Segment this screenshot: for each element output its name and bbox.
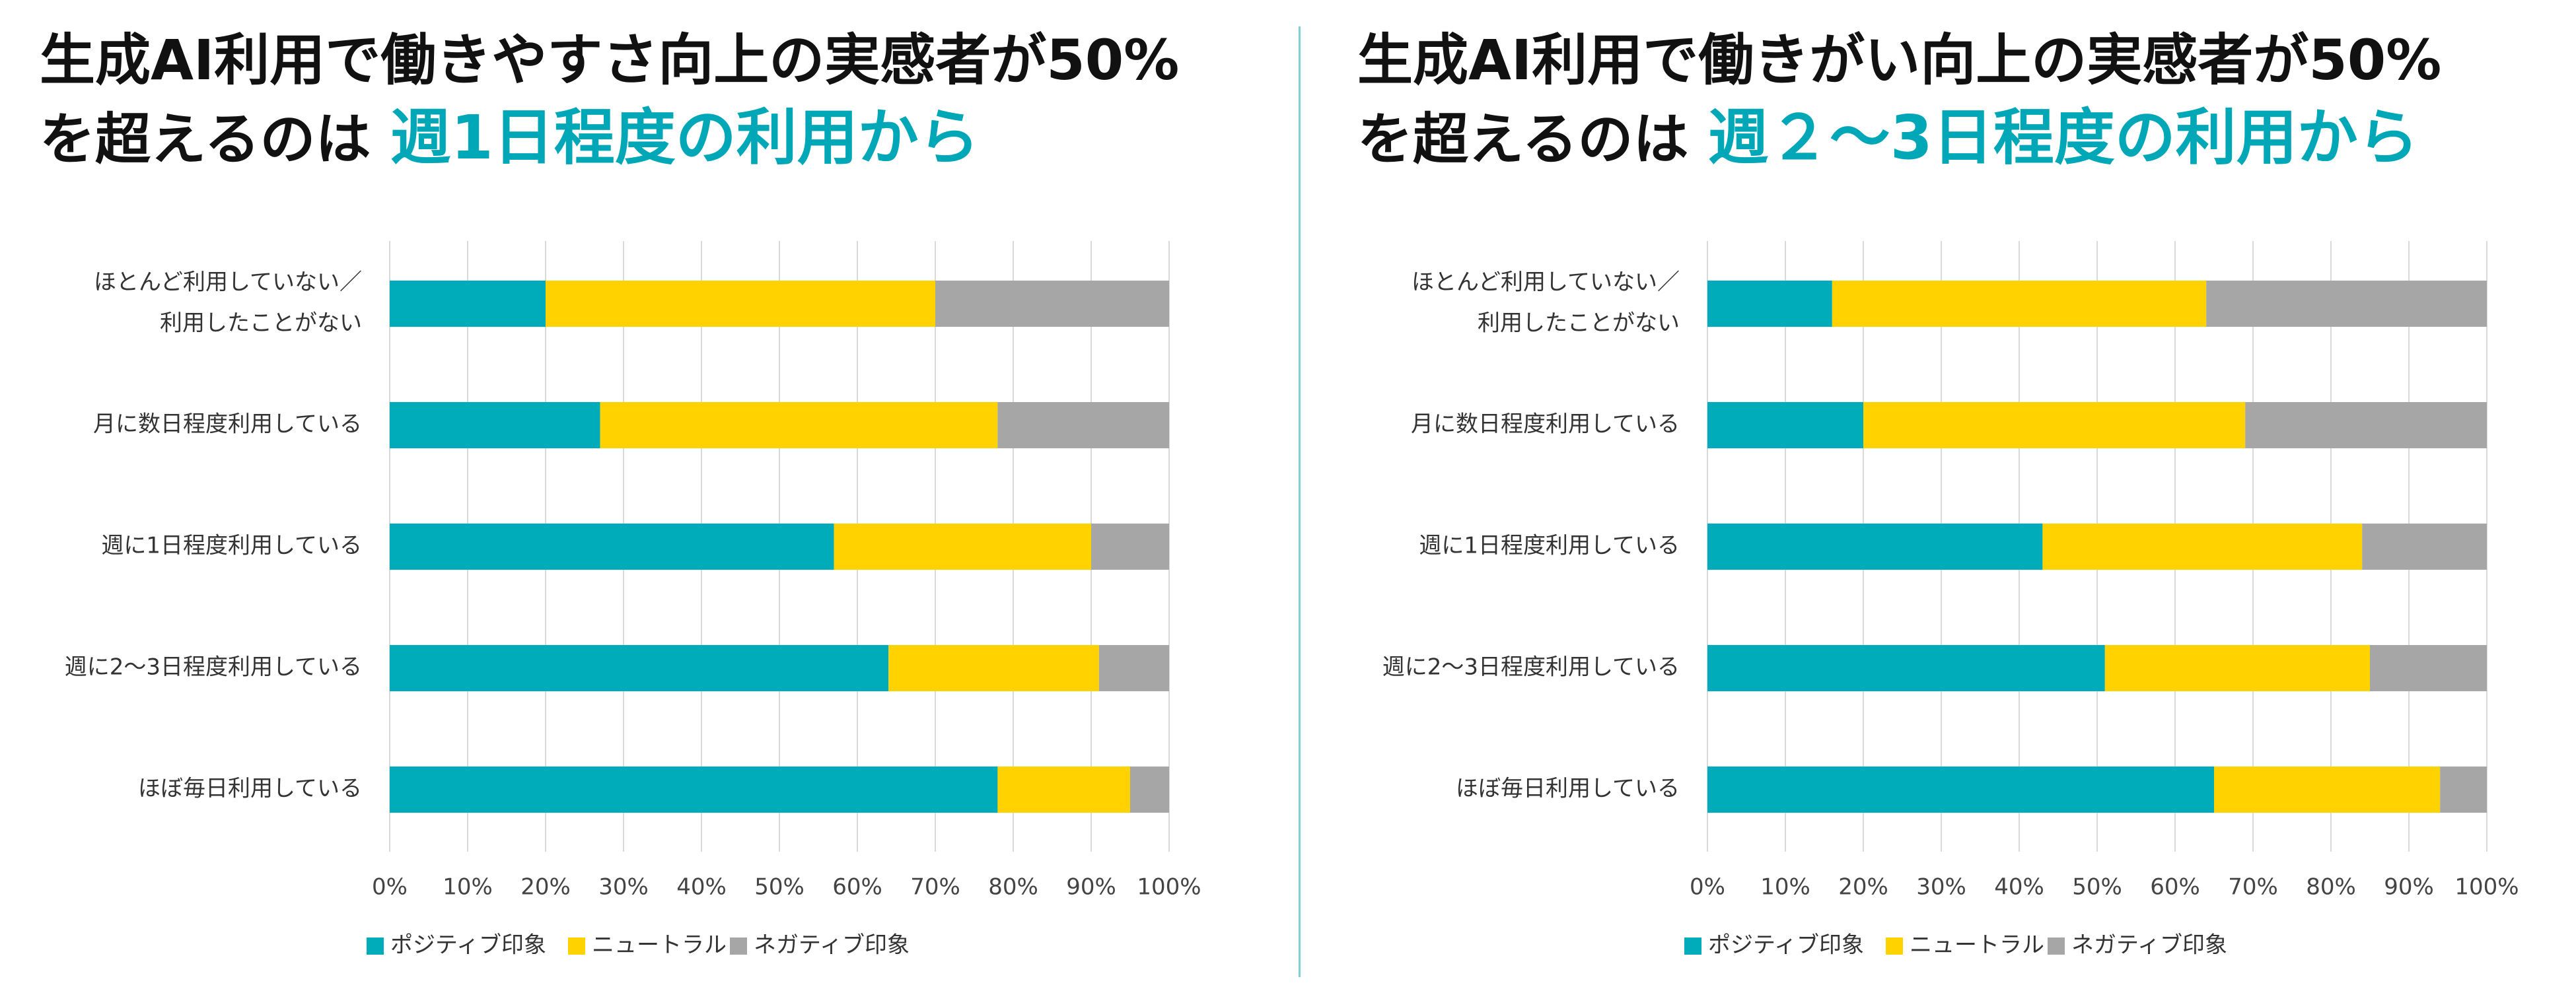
title-highlight: 週２～3日程度の利用から	[1707, 102, 2419, 173]
x-tick-label: 100%	[1137, 874, 1201, 901]
x-tick-label: 50%	[754, 874, 805, 901]
category-label: ほとんど利用していない／	[1412, 269, 1680, 296]
title-line-1: 生成AI利用で働きやすさ向上の実感者が50%	[40, 28, 1180, 92]
bar-segment-positive	[390, 402, 600, 448]
x-tick-label: 90%	[1066, 874, 1116, 901]
x-tick-label: 80%	[988, 874, 1038, 901]
category-label: 月に数日程度利用している	[1411, 411, 1680, 438]
category-label: 週に1日程度利用している	[101, 533, 362, 559]
x-tick-label: 60%	[2150, 874, 2200, 901]
x-tick-label: 100%	[2454, 874, 2519, 901]
bar-segment-positive	[390, 767, 998, 813]
bar-segment-positive	[1707, 524, 2043, 570]
bar-segment-positive	[390, 524, 834, 570]
category-label: 月に数日程度利用している	[93, 411, 362, 438]
x-tick-label: 10%	[443, 874, 493, 901]
legend-label: ニュートラル	[592, 932, 727, 959]
bar-segment-positive	[390, 281, 546, 327]
category-label: ほとんど利用していない／	[94, 269, 362, 296]
bar-segment-neutral	[997, 767, 1130, 813]
legend-swatch	[1886, 938, 1903, 955]
bar-segment-neutral	[888, 645, 1099, 691]
legend-label: ポジティブ印象	[1708, 932, 1864, 959]
bar-segment-neutral	[2042, 524, 2363, 570]
bar-segment-negative	[2440, 767, 2487, 813]
chart-panel-right: 生成AI利用で働きがい向上の実感者が50% を超えるのは 週２～3日程度の利用か…	[1318, 0, 2576, 989]
x-tick-label: 40%	[1994, 874, 2044, 901]
bar-segment-positive	[390, 645, 889, 691]
x-tick-label: 20%	[520, 874, 571, 901]
legend-label: ネガティブ印象	[754, 932, 910, 959]
x-tick-label: 40%	[676, 874, 727, 901]
stacked-bar-chart: ほとんど利用していない／ 利用したことがない月に数日程度利用している週に1日程度利…	[1382, 241, 2519, 959]
x-tick-label: 0%	[1690, 874, 1725, 901]
bar-segment-negative	[1098, 645, 1169, 691]
bar-segment-neutral	[1863, 402, 2246, 448]
bar-segment-negative	[2245, 402, 2487, 448]
x-tick-label: 20%	[1838, 874, 1888, 901]
bar-segment-negative	[2362, 524, 2487, 570]
chart-panel-left: 生成AI利用で働きやすさ向上の実感者が50% を超えるのは 週1日程度の利用から…	[0, 0, 1275, 989]
category-label: 週に2～3日程度利用している	[1382, 654, 1680, 681]
x-tick-label: 0%	[372, 874, 408, 901]
category-label: 利用したことがない	[160, 310, 362, 337]
bar-segment-positive	[1707, 767, 2214, 813]
bar-segment-neutral	[600, 402, 998, 448]
bar-segment-neutral	[1832, 281, 2207, 327]
x-tick-label: 30%	[1916, 874, 1966, 901]
legend-swatch	[1684, 938, 1701, 955]
bar-segment-positive	[1707, 645, 2105, 691]
x-tick-label: 30%	[598, 874, 649, 901]
bar-segment-neutral	[2104, 645, 2370, 691]
bar-segment-neutral	[546, 281, 935, 327]
legend-swatch	[568, 938, 585, 955]
title-line-2-prefix: を超えるのは	[40, 107, 371, 172]
legend-swatch	[730, 938, 747, 955]
category-label: ほぼ毎日利用している	[138, 776, 362, 802]
bar-segment-negative	[997, 402, 1169, 448]
title-line-2-prefix: を超えるのは	[1357, 107, 1689, 172]
panel-divider	[1299, 26, 1301, 977]
chart-title: 生成AI利用で働きやすさ向上の実感者が50% を超えるのは 週1日程度の利用から	[40, 21, 1179, 178]
x-tick-label: 90%	[2384, 874, 2434, 901]
x-tick-label: 10%	[1760, 874, 1810, 901]
x-tick-label: 50%	[2072, 874, 2122, 901]
legend-swatch	[2048, 938, 2065, 955]
category-label: 週に2～3日程度利用している	[65, 654, 362, 681]
category-label: 利用したことがない	[1478, 310, 1680, 337]
bar-segment-negative	[1130, 767, 1169, 813]
bar-segment-negative	[2370, 645, 2487, 691]
bar-segment-negative	[2206, 281, 2487, 327]
x-tick-label: 70%	[910, 874, 960, 901]
bar-segment-negative	[935, 281, 1169, 327]
x-tick-label: 70%	[2228, 874, 2278, 901]
legend-swatch	[367, 938, 384, 955]
category-label: 週に1日程度利用している	[1419, 533, 1680, 559]
bar-segment-neutral	[834, 524, 1091, 570]
legend-label: ポジティブ印象	[390, 932, 546, 959]
bar-segment-negative	[1091, 524, 1169, 570]
chart-title: 生成AI利用で働きがい向上の実感者が50% を超えるのは 週２～3日程度の利用か…	[1357, 21, 2441, 178]
category-label: ほぼ毎日利用している	[1456, 776, 1680, 802]
legend-label: ネガティブ印象	[2071, 932, 2227, 959]
x-tick-label: 60%	[832, 874, 882, 901]
legend-label: ニュートラル	[1910, 932, 2044, 959]
stacked-bar-chart: ほとんど利用していない／ 利用したことがない月に数日程度利用している週に1日程度利…	[65, 241, 1201, 959]
bar-segment-positive	[1707, 281, 1832, 327]
bar-segment-positive	[1707, 402, 1863, 448]
bar-segment-neutral	[2214, 767, 2441, 813]
title-line-1: 生成AI利用で働きがい向上の実感者が50%	[1357, 28, 2442, 92]
x-tick-label: 80%	[2306, 874, 2356, 901]
title-highlight: 週1日程度の利用から	[390, 102, 980, 173]
